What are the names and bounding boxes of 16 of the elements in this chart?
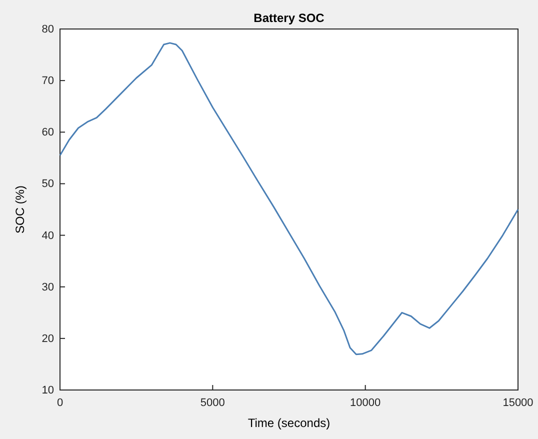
x-axis-title: Time (seconds) — [248, 416, 330, 430]
y-tick-label: 20 — [42, 332, 54, 345]
x-tick-label: 10000 — [350, 396, 381, 409]
line-series — [59, 42, 519, 356]
y-tick-label: 50 — [42, 178, 54, 190]
x-tick-label: 15000 — [502, 396, 534, 409]
chart-title: Battery SOC — [254, 11, 325, 25]
x-tick-label: 0 — [56, 396, 64, 409]
y-tick-label: 40 — [42, 230, 54, 242]
y-tick-label: 60 — [42, 126, 54, 139]
y-tick-label: 30 — [42, 281, 54, 294]
y-tick-label: 80 — [42, 24, 54, 36]
x-tick-label: 5000 — [200, 396, 225, 409]
y-tick-label: 10 — [42, 384, 54, 397]
y-axis-title: SOC (%) — [13, 185, 27, 234]
y-tick-label: 70 — [42, 75, 54, 88]
